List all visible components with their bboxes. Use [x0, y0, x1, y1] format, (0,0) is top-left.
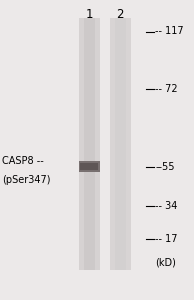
Text: -- 17: -- 17 [155, 233, 178, 244]
Text: -- 117: -- 117 [155, 26, 184, 37]
Bar [79, 18, 100, 270]
Text: -- 72: -- 72 [155, 83, 178, 94]
Text: (pSer347): (pSer347) [2, 175, 50, 185]
Bar [110, 18, 131, 270]
Text: 1: 1 [86, 8, 93, 20]
Bar [79, 161, 100, 172]
Text: (kD): (kD) [155, 257, 176, 268]
Bar [115, 18, 126, 270]
Text: -- 34: -- 34 [155, 200, 178, 211]
Text: CASP8 --: CASP8 -- [2, 155, 44, 166]
Text: --55: --55 [155, 161, 175, 172]
Bar [80, 163, 98, 170]
Text: 2: 2 [117, 8, 124, 20]
Bar [84, 18, 95, 270]
